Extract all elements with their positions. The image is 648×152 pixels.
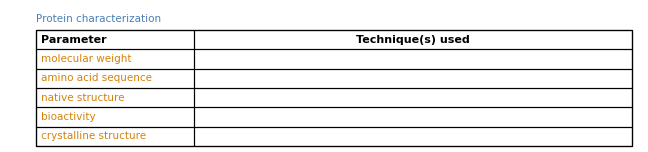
Text: Technique(s) used: Technique(s) used <box>356 35 470 45</box>
Bar <box>36 107 194 127</box>
Bar <box>194 69 632 88</box>
Text: Parameter: Parameter <box>41 35 106 45</box>
Text: bioactivity: bioactivity <box>41 112 95 122</box>
Bar <box>36 30 194 49</box>
Text: Protein characterization: Protein characterization <box>36 14 161 24</box>
Bar <box>194 88 632 107</box>
Bar <box>194 107 632 127</box>
Bar <box>36 69 194 88</box>
Text: amino acid sequence: amino acid sequence <box>41 73 152 83</box>
Bar <box>194 127 632 146</box>
Text: crystalline structure: crystalline structure <box>41 131 146 141</box>
Bar <box>36 49 194 69</box>
Text: native structure: native structure <box>41 93 124 103</box>
Bar <box>36 30 632 146</box>
Bar <box>36 127 194 146</box>
Bar <box>194 30 632 49</box>
Bar <box>36 88 194 107</box>
Bar <box>194 49 632 69</box>
Text: molecular weight: molecular weight <box>41 54 131 64</box>
